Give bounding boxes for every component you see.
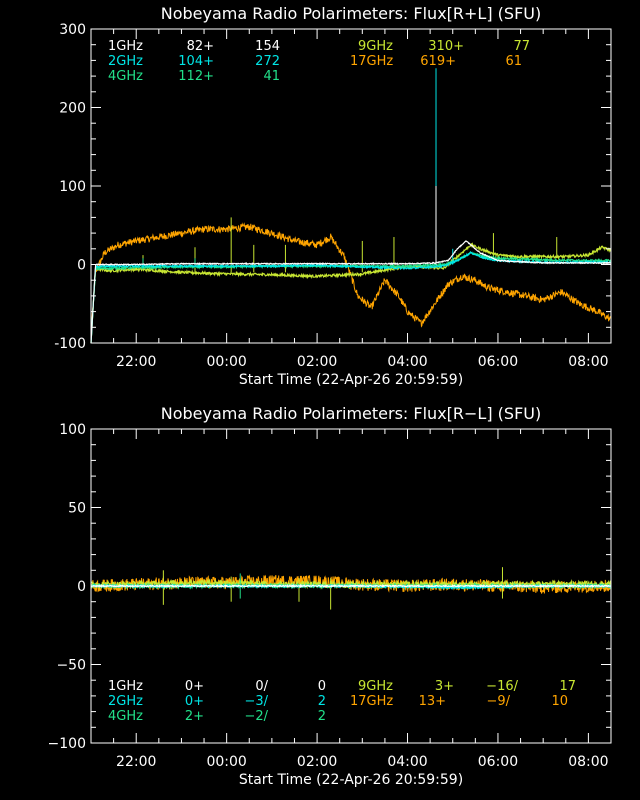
legend-mid-4ghz: −2/ (244, 709, 268, 724)
legend-base-9ghz: 310+ (428, 39, 464, 54)
legend-value-4ghz: 2 (318, 709, 326, 724)
y-tick-label: −100 (48, 736, 86, 752)
legend-mid-2ghz: −3/ (244, 694, 268, 709)
legend-name-4ghz: 4GHz (108, 69, 143, 84)
x-tick-label: 22:00 (116, 754, 156, 770)
legend-mid-9ghz: −16/ (486, 679, 518, 694)
y-tick-label: 0 (77, 258, 86, 274)
legend-name-17ghz: 17GHz (350, 54, 393, 69)
legend-value-1ghz: 0 (318, 679, 326, 694)
y-tick-label: 100 (59, 422, 86, 438)
x-tick-label: 08:00 (568, 354, 608, 370)
x-tick-label: 02:00 (297, 354, 337, 370)
chart-title: Nobeyama Radio Polarimeters: Flux[R−L] (… (161, 404, 541, 423)
x-tick-label: 08:00 (568, 754, 608, 770)
x-tick-label: 22:00 (116, 354, 156, 370)
legend-mid-1ghz: 0/ (255, 679, 268, 694)
x-tick-label: 06:00 (478, 754, 518, 770)
y-tick-label: −50 (56, 658, 86, 674)
series-group (90, 567, 612, 610)
legend-name-2ghz: 2GHz (108, 54, 143, 69)
x-tick-label: 04:00 (387, 754, 427, 770)
x-tick-label: 00:00 (206, 754, 246, 770)
legend-base-9ghz: 3+ (435, 679, 454, 694)
legend-name-9ghz: 9GHz (358, 39, 393, 54)
legend-base-1ghz: 0+ (185, 679, 204, 694)
y-tick-label: -100 (54, 336, 86, 352)
legend-value-9ghz: 17 (559, 679, 576, 694)
legend-value-17ghz: 10 (551, 694, 568, 709)
legend-base-1ghz: 82+ (187, 39, 214, 54)
x-tick-label: 00:00 (206, 354, 246, 370)
legend-name-17ghz: 17GHz (350, 694, 393, 709)
legend-value-4ghz: 41 (263, 69, 280, 84)
legend-name-2ghz: 2GHz (108, 694, 143, 709)
legend-base-2ghz: 104+ (178, 54, 214, 69)
x-tick-label: 02:00 (297, 754, 337, 770)
x-axis-label: Start Time (22-Apr-26 20:59:59) (239, 372, 463, 388)
series-line-1ghz (90, 240, 612, 343)
legend-value-2ghz: 272 (255, 54, 280, 69)
legend-value-2ghz: 2 (318, 694, 326, 709)
chart-title: Nobeyama Radio Polarimeters: Flux[R+L] (… (161, 4, 541, 23)
x-tick-label: 06:00 (478, 354, 518, 370)
legend-value-17ghz: 61 (505, 54, 522, 69)
x-tick-label: 04:00 (387, 354, 427, 370)
x-axis-label: Start Time (22-Apr-26 20:59:59) (239, 772, 463, 788)
legend: 1GHz 0+ 0/0 2GHz 0+ −3/2 4GHz 2+ −2/2 9GHz 3+ −16/1… (108, 679, 576, 724)
axes: -100 0 100 200 300 22:00 00:00 02:00 04:00 06:00 0… (54, 22, 612, 370)
legend-base-2ghz: 0+ (185, 694, 204, 709)
y-tick-label: 300 (59, 22, 86, 38)
y-tick-label: 0 (77, 579, 86, 595)
legend-name-1ghz: 1GHz (108, 39, 143, 54)
series-line-1ghz (90, 583, 612, 589)
y-tick-label: 200 (59, 101, 86, 117)
legend-base-4ghz: 112+ (178, 69, 214, 84)
legend-name-4ghz: 4GHz (108, 709, 143, 724)
series-group (90, 68, 612, 344)
legend-base-4ghz: 2+ (185, 709, 204, 724)
y-tick-label: 50 (68, 501, 86, 517)
series-line-9ghz (90, 578, 612, 590)
legend-name-1ghz: 1GHz (108, 679, 143, 694)
chart-r-minus-l: Nobeyama Radio Polarimeters: Flux[R−L] (… (48, 404, 612, 788)
legend-value-9ghz: 77 (513, 39, 530, 54)
legend-base-17ghz: 619+ (420, 54, 456, 69)
legend: 1GHz 82+ 154 2GHz 104+ 272 4GHz 112+ 41 9GHz 310+ 7… (108, 39, 530, 84)
legend-value-1ghz: 154 (255, 39, 280, 54)
legend-name-9ghz: 9GHz (358, 679, 393, 694)
legend-mid-17ghz: −9/ (486, 694, 510, 709)
chart-r-plus-l: Nobeyama Radio Polarimeters: Flux[R+L] (… (54, 4, 612, 388)
y-tick-label: 100 (59, 179, 86, 195)
series-line-9ghz (90, 241, 612, 344)
legend-base-17ghz: 13+ (419, 694, 446, 709)
